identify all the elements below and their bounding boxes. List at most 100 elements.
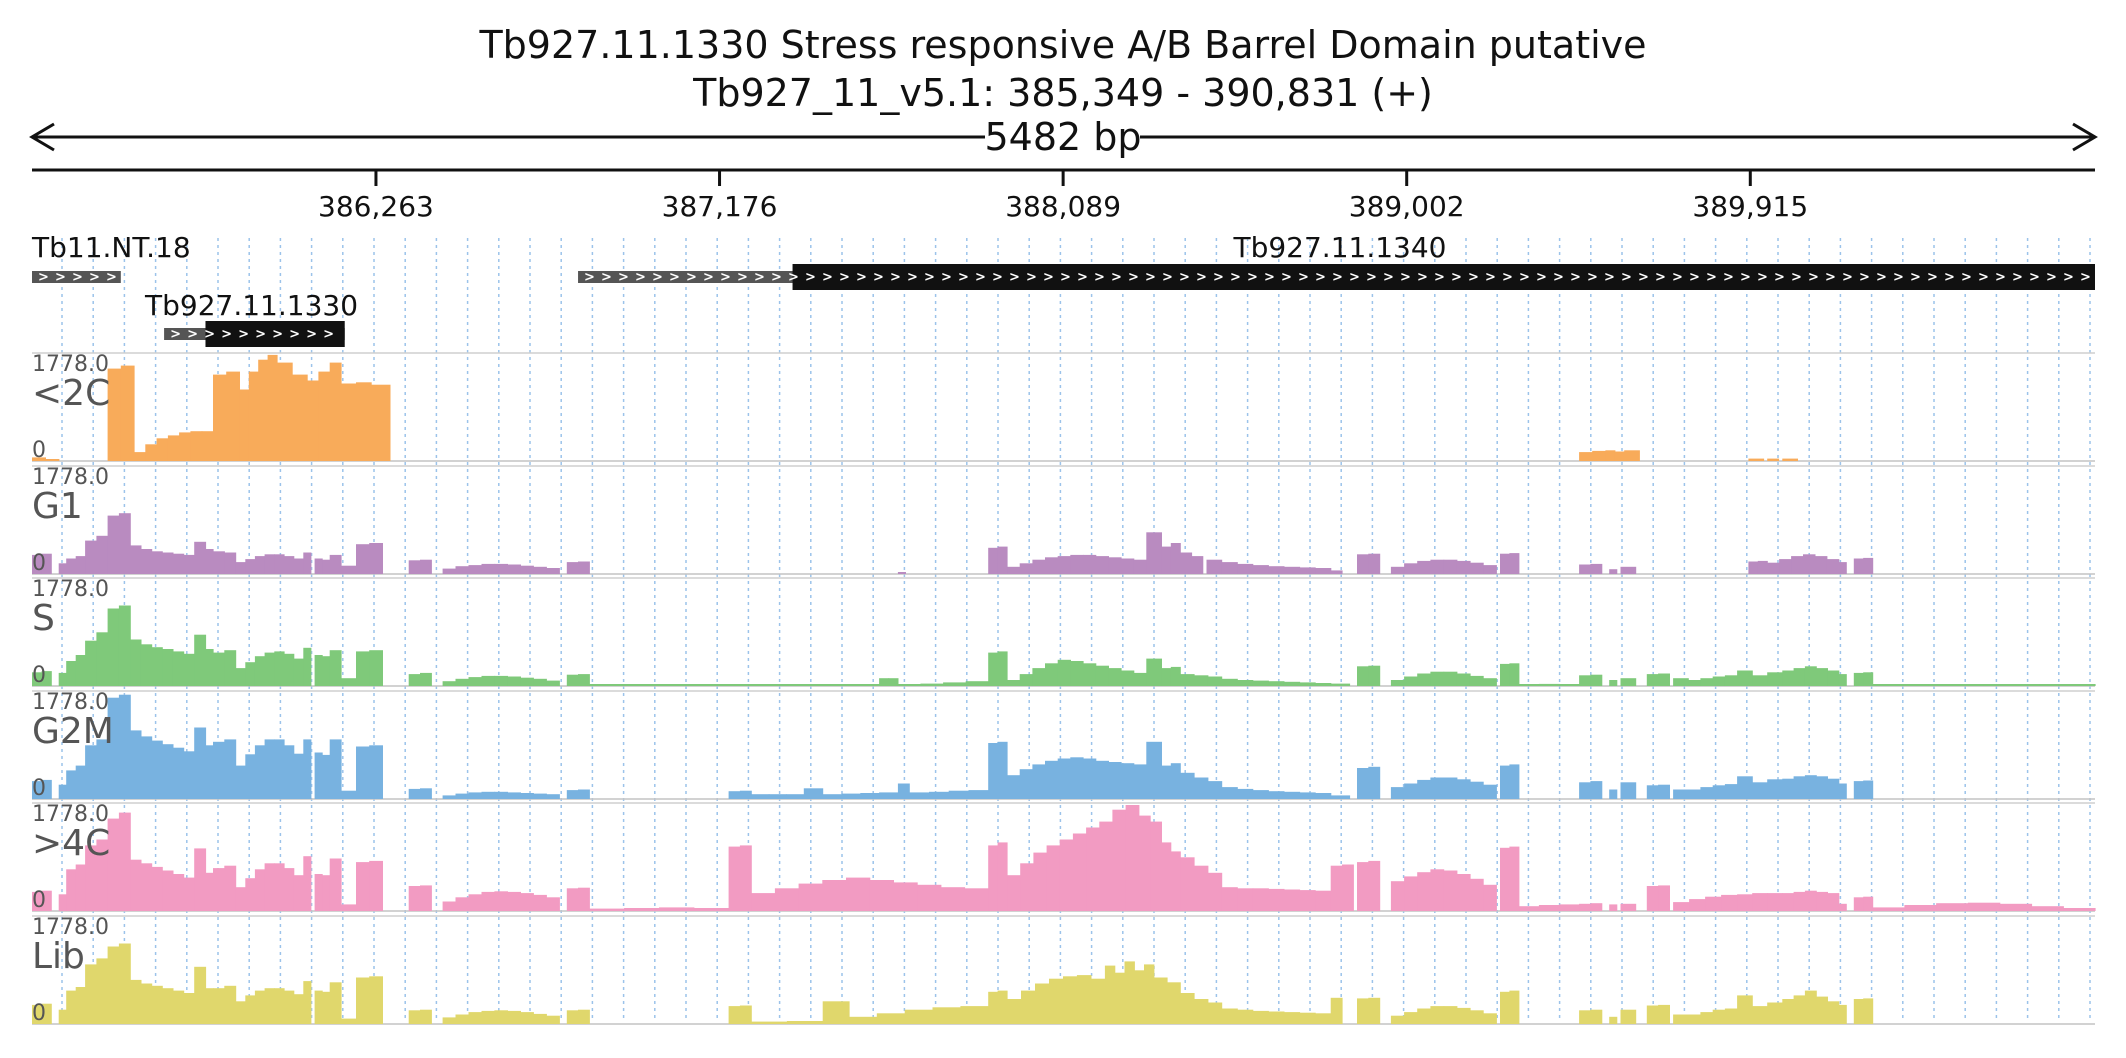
coverage-bar: [1330, 865, 1343, 911]
strand-chevron: >: [1502, 270, 1513, 285]
coverage-bar: [293, 875, 304, 911]
coverage-bar: [1509, 990, 1520, 1024]
coverage-bar: [1045, 663, 1059, 686]
coverage-track: 1778.0 0 G2M: [32, 690, 2095, 801]
coverage-bar: [329, 858, 342, 911]
coverage-bar: [1614, 451, 1625, 461]
coverage-bar: [58, 563, 67, 574]
coverage-bar: [1283, 1012, 1301, 1024]
coverage-bar: [329, 982, 342, 1024]
coverage-bar: [578, 887, 590, 911]
coverage-bar: [1180, 772, 1195, 799]
coverage-bar: [468, 792, 483, 799]
coverage-bar: [1390, 566, 1405, 574]
coverage-bar: [183, 554, 195, 574]
track-min-label: 0: [32, 663, 46, 688]
coverage-bar: [589, 684, 639, 686]
coverage-bar: [782, 684, 832, 686]
chart-title: Tb927.11.1330 Stress responsive A/B Barr…: [478, 23, 1646, 67]
coverage-bar: [1021, 990, 1036, 1024]
coverage-bar: [1268, 791, 1285, 799]
strand-chevron: >: [1876, 270, 1887, 285]
coverage-bar: [224, 865, 237, 911]
coverage-bar: [1509, 764, 1520, 799]
coverage-bar: [41, 890, 52, 911]
coverage-bar: [1330, 997, 1343, 1024]
strand-chevron: >: [1638, 270, 1649, 285]
track-max-label: 1778.0: [32, 577, 109, 602]
coverage-bar: [1330, 795, 1351, 799]
coverage-bar: [235, 887, 246, 911]
coverage-bar: [442, 1017, 457, 1024]
coverage-track: 1778.0 0 >4C: [32, 802, 2096, 913]
coverage-bar: [1368, 553, 1381, 574]
coverage-bar: [1330, 570, 1343, 574]
tick-label: 386,263: [318, 190, 434, 223]
coverage-bar: [1712, 1009, 1726, 1024]
track-name: >4C: [32, 823, 110, 864]
coverage-bar: [849, 1016, 878, 1024]
span-label: 5482 bp: [984, 115, 1141, 159]
coverage-bar: [879, 678, 890, 686]
coverage-bar: [481, 891, 496, 911]
coverage-bar: [1134, 970, 1145, 1024]
strand-chevron: >: [856, 270, 867, 285]
coverage-bar: [314, 990, 323, 1024]
coverage-bar: [151, 866, 163, 911]
strand-chevron: >: [1944, 270, 1955, 285]
coverage-bar: [1804, 666, 1817, 686]
coverage-bar: [830, 684, 880, 686]
coverage-bar: [1112, 809, 1127, 911]
coverage-bar: [314, 558, 323, 574]
coverage-bar: [1368, 860, 1381, 911]
coverage-bar: [303, 981, 312, 1024]
coverage-bar: [274, 651, 285, 686]
coverage-bar: [1767, 458, 1780, 461]
coverage-bar: [96, 839, 109, 911]
coverage-bar: [1404, 1012, 1418, 1024]
coverage-bar: [96, 739, 109, 799]
coverage-bar: [1590, 674, 1603, 686]
strand-chevron: >: [272, 327, 283, 342]
coverage-bar: [1161, 668, 1172, 686]
coverage-bar: [183, 877, 195, 911]
coverage-bar: [274, 739, 285, 799]
strand-chevron: >: [1774, 270, 1785, 285]
coverage-bar: [118, 513, 131, 574]
coverage-bar: [322, 559, 331, 574]
coverage-bar: [284, 868, 295, 911]
coverage-bar: [1252, 1010, 1269, 1024]
coverage-bar: [329, 554, 342, 574]
coverage-bar: [1237, 788, 1254, 799]
coverage-bar: [1299, 792, 1316, 799]
coverage-bar: [1207, 781, 1223, 799]
coverage-bar: [1180, 857, 1195, 911]
strand-chevron: >: [1026, 270, 1037, 285]
coverage-bar: [578, 789, 590, 799]
coverage-bar: [66, 869, 77, 911]
coverage-bar: [162, 649, 174, 686]
coverage-bar: [1070, 661, 1084, 686]
strand-chevron: >: [55, 270, 66, 285]
coverage-bar: [1579, 675, 1591, 686]
coverage-bar: [1237, 1009, 1254, 1024]
coverage-bar: [637, 684, 687, 686]
coverage-bar: [1724, 675, 1738, 686]
coverage-bar: [245, 559, 256, 574]
coverage-track: 1778.0 0 G1: [32, 465, 2095, 576]
coverage-bar: [224, 552, 237, 574]
coverage-bar: [1827, 893, 1840, 911]
strand-chevron: >: [703, 270, 714, 285]
coverage-bar: [876, 1013, 906, 1024]
coverage-bar: [1509, 553, 1520, 574]
strand-chevron: >: [1570, 270, 1581, 285]
strand-chevron: >: [1757, 270, 1768, 285]
coverage-bar: [107, 697, 120, 799]
strand-chevron: >: [873, 270, 884, 285]
coverage-bar: [893, 882, 918, 911]
gene-annotations: Tb11.NT.18> > > > >Tb927.11.1330> > > > > > > > > >Tb…: [31, 231, 2095, 347]
strand-chevron: >: [1128, 270, 1139, 285]
coverage-bar: [1019, 674, 1033, 686]
coverage-bar: [1063, 976, 1078, 1024]
coverage-bar: [988, 845, 999, 911]
